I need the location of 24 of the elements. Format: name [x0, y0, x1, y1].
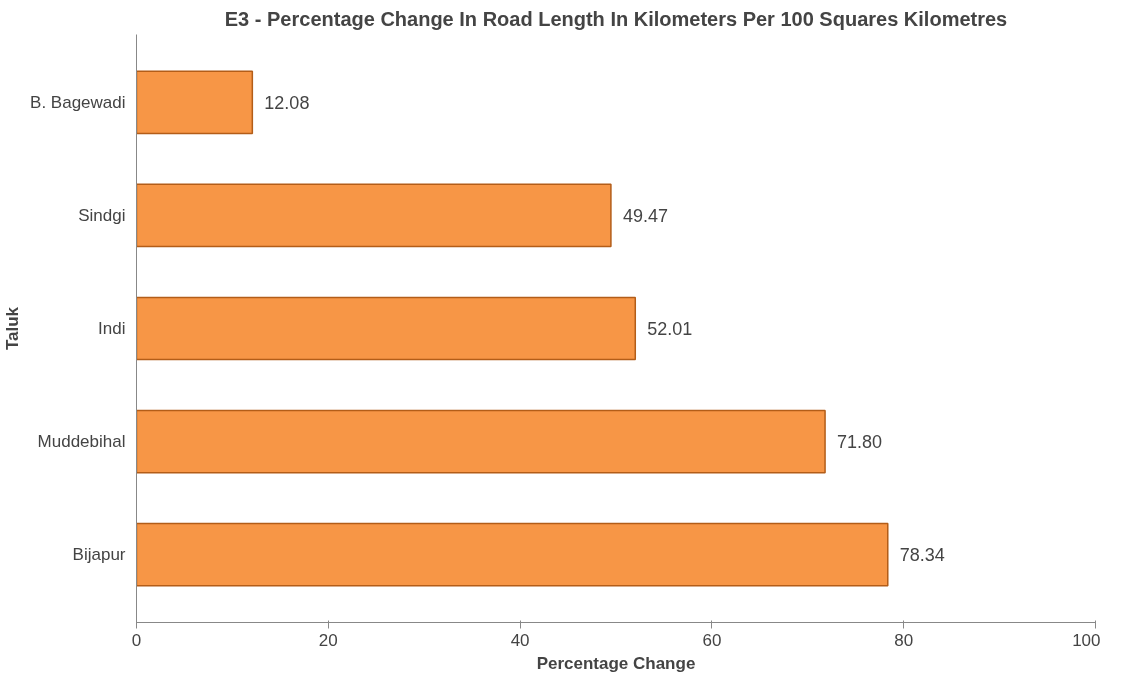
- x-axis-title: Percentage Change: [536, 653, 696, 673]
- chart-title: E3 - Percentage Change In Road Length In Kilometers Per 100 Squares Kilometres: [224, 7, 1008, 30]
- bar: [136, 409, 826, 474]
- data-label: 71.80: [837, 432, 883, 453]
- x-tick-label: 0: [131, 630, 142, 650]
- y-axis-title: Taluk: [3, 306, 23, 351]
- bar: [136, 183, 612, 248]
- data-label: 12.08: [264, 92, 310, 113]
- data-label: 49.47: [622, 205, 668, 226]
- data-label: 78.34: [899, 545, 945, 566]
- bar: [136, 296, 637, 361]
- x-tick-label: 100: [1072, 630, 1101, 650]
- bar: [136, 70, 254, 135]
- data-label: 52.01: [647, 319, 693, 339]
- y-tick-label: Indi: [98, 319, 126, 338]
- y-tick-label: Sindgi: [78, 205, 126, 225]
- y-tick-label: Muddebihal: [37, 432, 126, 452]
- x-tick-label: 20: [318, 630, 338, 650]
- bar: [136, 522, 889, 587]
- x-tick-label: 60: [702, 630, 722, 650]
- x-tick-label: 40: [510, 630, 530, 650]
- y-tick-label: B. Bagewadi: [30, 92, 126, 112]
- y-tick-label: Bijapur: [72, 545, 126, 565]
- x-tick-label: 80: [894, 630, 914, 650]
